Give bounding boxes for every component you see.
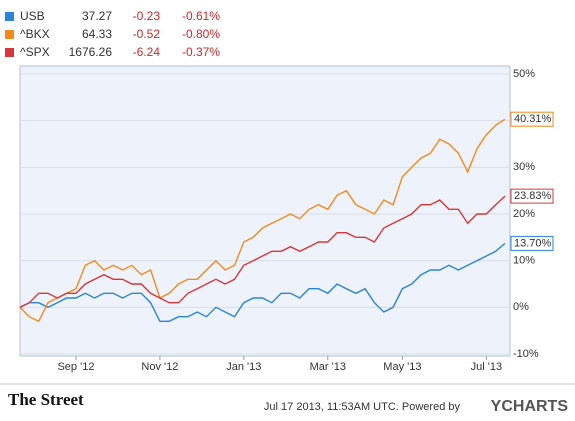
series-line — [19, 118, 506, 323]
y-tick-label: 10% — [513, 255, 535, 267]
legend-name: ^SPX — [20, 45, 50, 59]
legend-price: 37.27 — [82, 9, 112, 23]
y-tick-label: 50% — [513, 68, 535, 80]
plot-area — [19, 65, 511, 357]
x-tick-label: Sep '12 — [57, 361, 94, 373]
legend-name: USB — [20, 9, 45, 23]
brand: The Street — [8, 390, 84, 409]
y-tick-label: 30% — [513, 161, 535, 173]
legend-change: -0.52 — [133, 27, 161, 41]
y-tick-label: 0% — [513, 301, 529, 313]
x-tick-label: Nov '12 — [141, 361, 178, 373]
legend-swatch — [5, 48, 14, 57]
legend-price: 1676.26 — [69, 45, 113, 59]
legend-price: 64.33 — [82, 27, 112, 41]
provider: YCHARTS — [491, 398, 569, 415]
legend-change: -0.23 — [133, 9, 161, 23]
y-tick-label: 20% — [513, 208, 535, 220]
timestamp: Jul 17 2013, 11:53AM UTC. Powered by — [264, 401, 461, 413]
y-tick-label: -10% — [513, 348, 539, 360]
end-label-box — [510, 188, 554, 204]
legend-change-pct: -0.80% — [182, 27, 220, 41]
x-tick-label: May '13 — [383, 361, 421, 373]
end-label: 40.31% — [514, 113, 552, 125]
end-label-box — [510, 111, 554, 127]
legend-swatch — [5, 30, 14, 39]
legend-swatch — [5, 12, 14, 21]
legend-change-pct: -0.37% — [182, 45, 220, 59]
series-line — [19, 195, 506, 308]
legend-change: -6.24 — [133, 45, 161, 59]
end-label-box — [510, 235, 554, 251]
x-tick-label: Mar '13 — [310, 361, 346, 373]
x-tick-label: Jul '13 — [471, 361, 502, 373]
legend-name: ^BKX — [20, 27, 50, 41]
end-label: 13.70% — [514, 237, 552, 249]
x-tick-label: Jan '13 — [226, 361, 261, 373]
series-line — [19, 242, 506, 322]
end-label: 23.83% — [514, 190, 552, 202]
legend-change-pct: -0.61% — [182, 9, 220, 23]
